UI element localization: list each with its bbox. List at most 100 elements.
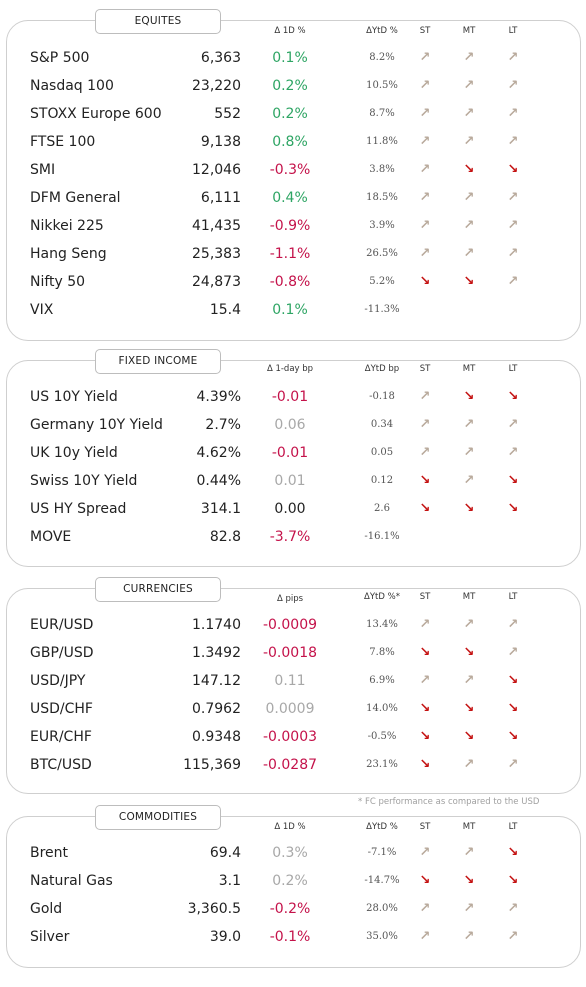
table-row[interactable]: VIX 15.4 0.1% -11.3% <box>7 296 580 324</box>
arrow-up-right-icon: ↗ <box>463 106 475 121</box>
arrow-up-right-icon: ↗ <box>507 190 519 205</box>
currencies-footnote: * FC performance as compared to the USD <box>358 797 540 807</box>
arrow-up-right-icon: ↗ <box>419 389 431 404</box>
ytd-change: 8.7% <box>369 108 395 119</box>
ytd-change: 11.8% <box>366 136 398 147</box>
table-row[interactable]: USD/CHF 0.7962 0.0009 14.0% ↘ ↘ ↘ <box>7 695 580 723</box>
ytd-change: -7.1% <box>367 847 397 858</box>
arrow-up-right-icon: ↗ <box>507 218 519 233</box>
table-row[interactable]: BTC/USD 115,369 -0.0287 23.1% ↘ ↗ ↗ <box>7 751 580 779</box>
table-row[interactable]: Nasdaq 100 23,220 0.2% 10.5% ↗ ↗ ↗ <box>7 72 580 100</box>
arrow-up-right-icon: ↗ <box>463 417 475 432</box>
table-row[interactable]: S&P 500 6,363 0.1% 8.2% ↗ ↗ ↗ <box>7 44 580 72</box>
table-row[interactable]: STOXX Europe 600 552 0.2% 8.7% ↗ ↗ ↗ <box>7 100 580 128</box>
section-tab-fixed-income[interactable]: FIXED INCOME <box>95 349 221 374</box>
daily-change: 0.06 <box>274 417 306 433</box>
instrument-name: USD/JPY <box>30 673 86 689</box>
currencies-panel: CURRENCIES Δ pips ΔYtD %* ST MT LT EUR/U… <box>6 577 581 794</box>
table-row[interactable]: Nikkei 225 41,435 -0.9% 3.9% ↗ ↗ ↗ <box>7 212 580 240</box>
section-tab-currencies[interactable]: CURRENCIES <box>95 577 221 602</box>
arrow-up-right-icon: ↗ <box>507 617 519 632</box>
section-tab-commodities[interactable]: COMMODITIES <box>95 805 221 830</box>
arrow-up-right-icon: ↗ <box>419 673 431 688</box>
arrow-up-right-icon: ↗ <box>419 134 431 149</box>
table-row[interactable]: Hang Seng 25,383 -1.1% 26.5% ↗ ↗ ↗ <box>7 240 580 268</box>
arrow-down-right-icon: ↘ <box>463 645 475 660</box>
arrow-up-right-icon: ↗ <box>463 445 475 460</box>
instrument-name: S&P 500 <box>30 50 90 66</box>
arrow-up-right-icon: ↗ <box>463 190 475 205</box>
table-row[interactable]: USD/JPY 147.12 0.11 6.9% ↗ ↗ ↘ <box>7 667 580 695</box>
header-lt: LT <box>508 364 518 374</box>
table-row[interactable]: Natural Gas 3.1 0.2% -14.7% ↘ ↘ ↘ <box>7 867 580 895</box>
table-row[interactable]: Swiss 10Y Yield 0.44% 0.01 0.12 ↘ ↗ ↘ <box>7 467 580 495</box>
table-row[interactable]: GBP/USD 1.3492 -0.0018 7.8% ↘ ↘ ↗ <box>7 639 580 667</box>
table-row[interactable]: Brent 69.4 0.3% -7.1% ↗ ↗ ↘ <box>7 839 580 867</box>
instrument-name: STOXX Europe 600 <box>30 106 162 122</box>
instrument-value: 4.39% <box>196 389 241 405</box>
ytd-change: 5.2% <box>369 276 395 287</box>
header-st: ST <box>419 364 431 374</box>
instrument-value: 0.9348 <box>192 729 241 745</box>
instrument-name: EUR/USD <box>30 617 94 633</box>
header-ytd: ΔYtD % <box>366 822 398 832</box>
section-tab-equities[interactable]: EQUITES <box>95 9 221 34</box>
arrow-down-right-icon: ↘ <box>463 501 475 516</box>
arrow-up-right-icon: ↗ <box>463 50 475 65</box>
table-row[interactable]: MOVE 82.8 -3.7% -16.1% <box>7 523 580 551</box>
instrument-name: FTSE 100 <box>30 134 96 150</box>
instrument-value: 69.4 <box>209 845 241 861</box>
instrument-value: 115,369 <box>183 757 241 773</box>
table-row[interactable]: UK 10y Yield 4.62% -0.01 0.05 ↗ ↗ ↗ <box>7 439 580 467</box>
instrument-value: 9,138 <box>200 134 241 150</box>
arrow-up-right-icon: ↗ <box>507 645 519 660</box>
arrow-up-right-icon: ↗ <box>507 274 519 289</box>
table-row[interactable]: EUR/USD 1.1740 -0.0009 13.4% ↗ ↗ ↗ <box>7 611 580 639</box>
instrument-name: EUR/CHF <box>30 729 92 745</box>
arrow-down-right-icon: ↘ <box>463 729 475 744</box>
arrow-down-right-icon: ↘ <box>507 845 519 860</box>
table-row[interactable]: FTSE 100 9,138 0.8% 11.8% ↗ ↗ ↗ <box>7 128 580 156</box>
daily-change: 0.0009 <box>265 701 315 717</box>
ytd-change: 0.12 <box>370 475 394 486</box>
header-ytd: ΔYtD % <box>366 26 398 36</box>
ytd-change: 0.34 <box>370 419 394 430</box>
ytd-change: 8.2% <box>369 52 395 63</box>
header-lt: LT <box>508 592 518 602</box>
ytd-change: 3.9% <box>369 220 395 231</box>
equities-panel: EQUITES Δ 1D % ΔYtD % ST MT LT S&P 500 6,… <box>6 9 581 341</box>
arrow-up-right-icon: ↗ <box>463 845 475 860</box>
daily-change: 0.1% <box>272 50 308 66</box>
instrument-name: USD/CHF <box>30 701 93 717</box>
instrument-value: 39.0 <box>209 929 241 945</box>
instrument-name: MOVE <box>30 529 72 545</box>
table-row[interactable]: Gold 3,360.5 -0.2% 28.0% ↗ ↗ ↗ <box>7 895 580 923</box>
daily-change: -0.8% <box>269 274 311 290</box>
table-row[interactable]: Silver 39.0 -0.1% 35.0% ↗ ↗ ↗ <box>7 923 580 951</box>
instrument-name: Hang Seng <box>30 246 107 262</box>
arrow-up-right-icon: ↗ <box>463 473 475 488</box>
instrument-value: 23,220 <box>192 78 241 94</box>
table-row[interactable]: Nifty 50 24,873 -0.8% 5.2% ↘ ↘ ↗ <box>7 268 580 296</box>
arrow-down-right-icon: ↘ <box>507 673 519 688</box>
ytd-change: 0.05 <box>370 447 394 458</box>
ytd-change: 7.8% <box>369 647 395 658</box>
table-row[interactable]: SMI 12,046 -0.3% 3.8% ↗ ↘ ↘ <box>7 156 580 184</box>
instrument-value: 147.12 <box>192 673 241 689</box>
instrument-value: 15.4 <box>209 302 241 318</box>
ytd-change: -11.3% <box>364 304 400 315</box>
daily-change: 0.2% <box>272 78 308 94</box>
table-row[interactable]: US HY Spread 314.1 0.00 2.6 ↘ ↘ ↘ <box>7 495 580 523</box>
table-row[interactable]: US 10Y Yield 4.39% -0.01 -0.18 ↗ ↘ ↘ <box>7 383 580 411</box>
arrow-down-right-icon: ↘ <box>463 701 475 716</box>
table-row[interactable]: DFM General 6,111 0.4% 18.5% ↗ ↗ ↗ <box>7 184 580 212</box>
arrow-up-right-icon: ↗ <box>463 929 475 944</box>
table-row[interactable]: Germany 10Y Yield 2.7% 0.06 0.34 ↗ ↗ ↗ <box>7 411 580 439</box>
table-row[interactable]: EUR/CHF 0.9348 -0.0003 -0.5% ↘ ↘ ↘ <box>7 723 580 751</box>
ytd-change: -14.7% <box>364 875 400 886</box>
daily-change: -0.9% <box>269 218 311 234</box>
arrow-up-right-icon: ↗ <box>463 673 475 688</box>
header-lt: LT <box>508 822 518 832</box>
instrument-name: BTC/USD <box>30 757 92 773</box>
instrument-value: 1.1740 <box>192 617 241 633</box>
